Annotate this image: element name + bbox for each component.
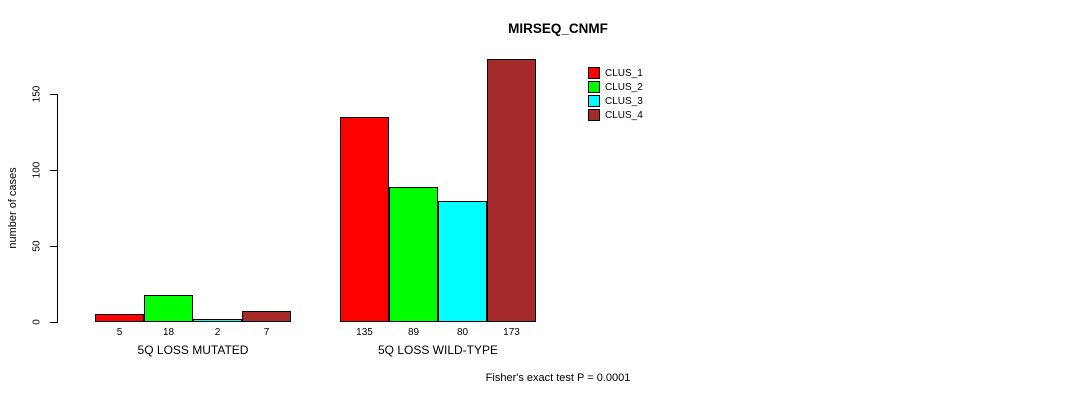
legend-item-clus-2: CLUS_2 [588, 80, 643, 94]
bar-value-label: 18 [162, 327, 175, 338]
y-axis-line [57, 94, 58, 323]
bar-value-label: 7 [263, 327, 270, 338]
bar-CLUS_1 [95, 314, 144, 322]
bar-value-label: 89 [407, 327, 420, 338]
bar-CLUS_4 [242, 311, 291, 322]
legend: CLUS_1 CLUS_2 CLUS_3 CLUS_4 [588, 66, 643, 122]
bar-value-label: 135 [356, 327, 373, 338]
legend-label: CLUS_3 [605, 95, 643, 107]
y-axis-tick [50, 322, 57, 323]
y-axis-tick [50, 246, 57, 248]
bar-value-label: 2 [214, 327, 221, 338]
bar-value-label: 80 [456, 327, 469, 338]
legend-label: CLUS_2 [605, 81, 643, 93]
y-tick-label: 150 [31, 85, 43, 103]
bar-value-label: 173 [503, 327, 520, 338]
legend-item-clus-1: CLUS_1 [588, 66, 643, 80]
bar-CLUS_2 [144, 295, 193, 322]
bar-CLUS_3 [438, 201, 487, 322]
y-axis-tick [50, 170, 57, 172]
legend-swatch-icon [588, 81, 600, 93]
legend-label: CLUS_4 [605, 109, 643, 121]
legend-swatch-icon [588, 95, 600, 107]
y-tick-label: 100 [31, 161, 43, 179]
bar-CLUS_4 [487, 59, 536, 322]
y-tick-label: 0 [31, 319, 43, 325]
y-tick-label: 50 [31, 240, 43, 252]
legend-label: CLUS_1 [605, 67, 643, 79]
bar-CLUS_1 [340, 117, 389, 322]
y-axis-tick [50, 94, 57, 96]
group-label: 5Q LOSS WILD-TYPE [377, 343, 499, 357]
bar-CLUS_2 [389, 187, 438, 322]
y-axis-label: number of cases [7, 167, 19, 249]
chart-title: MIRSEQ_CNMF [508, 21, 608, 36]
legend-swatch-icon [588, 109, 600, 121]
legend-swatch-icon [588, 67, 600, 79]
fisher-test-annotation: Fisher's exact test P = 0.0001 [485, 372, 631, 384]
legend-item-clus-4: CLUS_4 [588, 108, 643, 122]
group-label: 5Q LOSS MUTATED [137, 343, 249, 357]
legend-item-clus-3: CLUS_3 [588, 94, 643, 108]
bar-CLUS_3 [193, 319, 242, 322]
bar-value-label: 5 [116, 327, 123, 338]
